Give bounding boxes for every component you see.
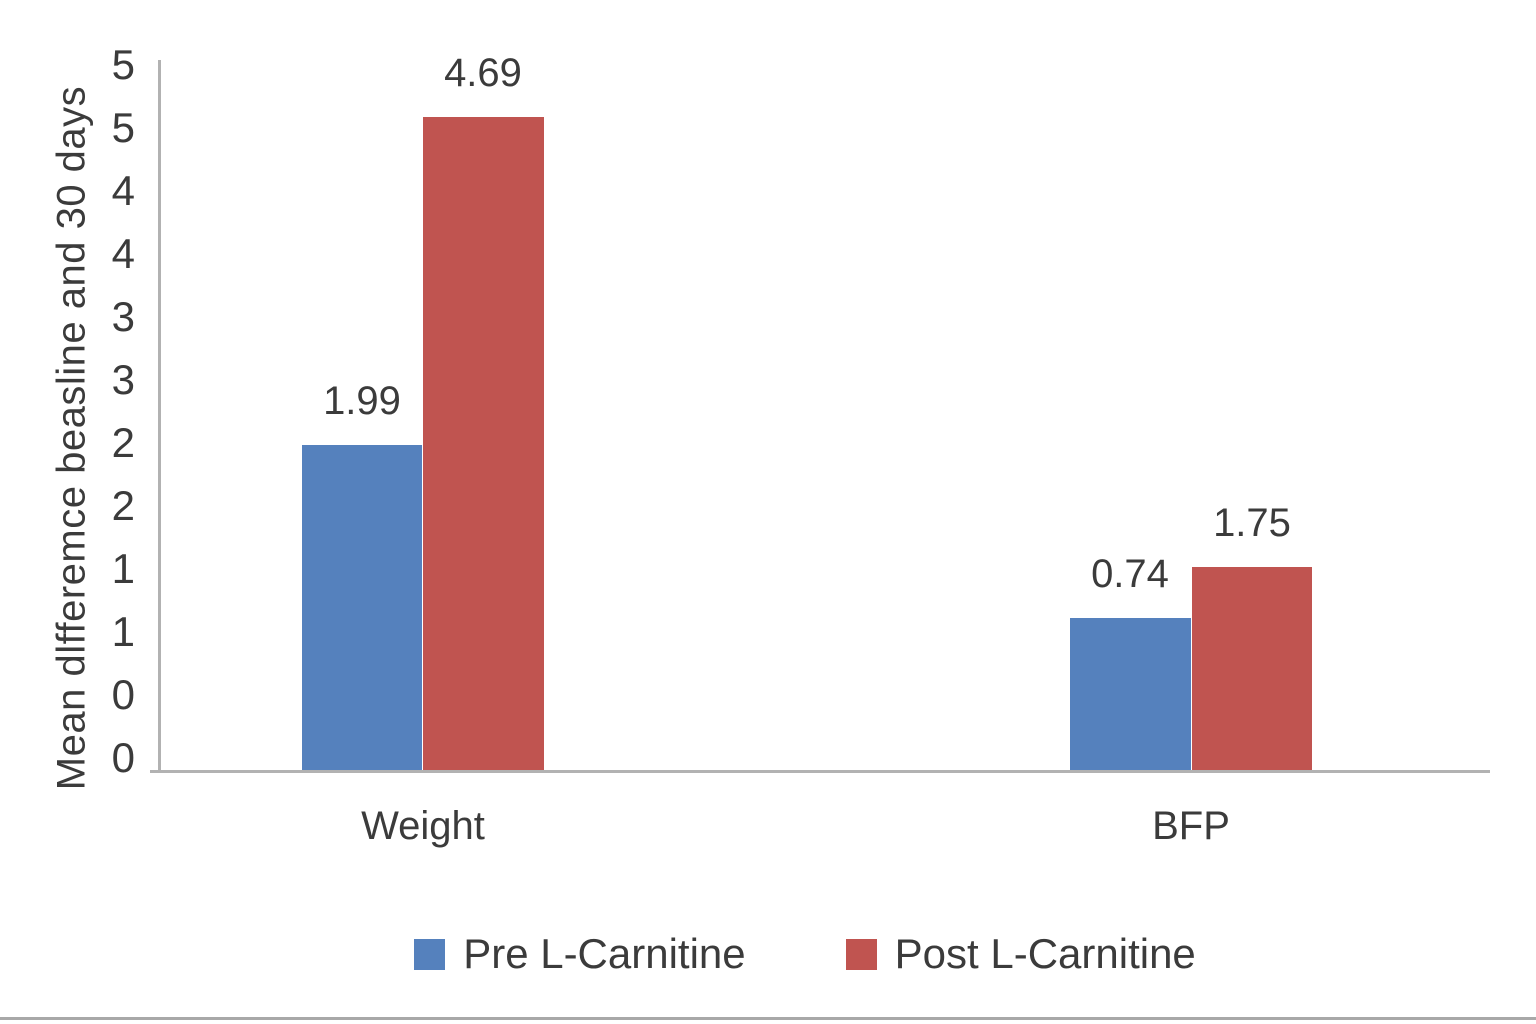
legend-item-pre: Pre L-Carnitine — [414, 930, 746, 977]
y-axis-line — [158, 60, 161, 772]
category-label-weight: Weight — [361, 804, 485, 848]
y-axis-tick-label: 3 — [111, 356, 135, 403]
y-axis-tick-label: 0 — [111, 671, 135, 718]
legend-label-pre: Pre L-Carnitine — [463, 930, 746, 977]
bar-bfp-pre-l-carnitine — [1070, 618, 1191, 770]
bar-weight-post-l-carnitine — [423, 117, 544, 770]
y-axis-tick-label: 2 — [111, 482, 135, 529]
value-label-bfp-pre: 0.74 — [1091, 552, 1169, 596]
value-label-weight-pre: 1.99 — [323, 379, 401, 423]
y-axis-tick-label: 5 — [111, 41, 135, 88]
value-label-weight-post: 4.69 — [444, 51, 522, 95]
y-axis-tick-label: 3 — [111, 293, 135, 340]
value-label-bfp-post: 1.75 — [1213, 501, 1291, 545]
y-axis-tick-label: 1 — [111, 608, 135, 655]
y-axis-tick-label: 0 — [111, 734, 135, 781]
legend-swatch-post-icon — [845, 938, 877, 970]
bar-weight-pre-l-carnitine — [302, 445, 422, 770]
legend-swatch-pre-icon — [414, 938, 446, 970]
bar-bfp-post-l-carnitine — [1192, 567, 1312, 770]
y-axis-tick-label: 2 — [111, 419, 135, 466]
legend: Pre L-Carnitine Post L-Carnitine — [74, 932, 1536, 976]
x-axis-line — [150, 770, 1490, 773]
y-axis-tick-label: 4 — [111, 230, 135, 277]
category-label-bfp: BFP — [1152, 804, 1230, 848]
bottom-rule — [0, 1017, 1536, 1020]
legend-item-post: Post L-Carnitine — [845, 930, 1196, 977]
y-axis-tick-label: 1 — [111, 545, 135, 592]
y-axis-tick-label: 5 — [111, 104, 135, 151]
legend-label-post: Post L-Carnitine — [894, 930, 1196, 977]
y-axis-tick-label: 4 — [111, 167, 135, 214]
